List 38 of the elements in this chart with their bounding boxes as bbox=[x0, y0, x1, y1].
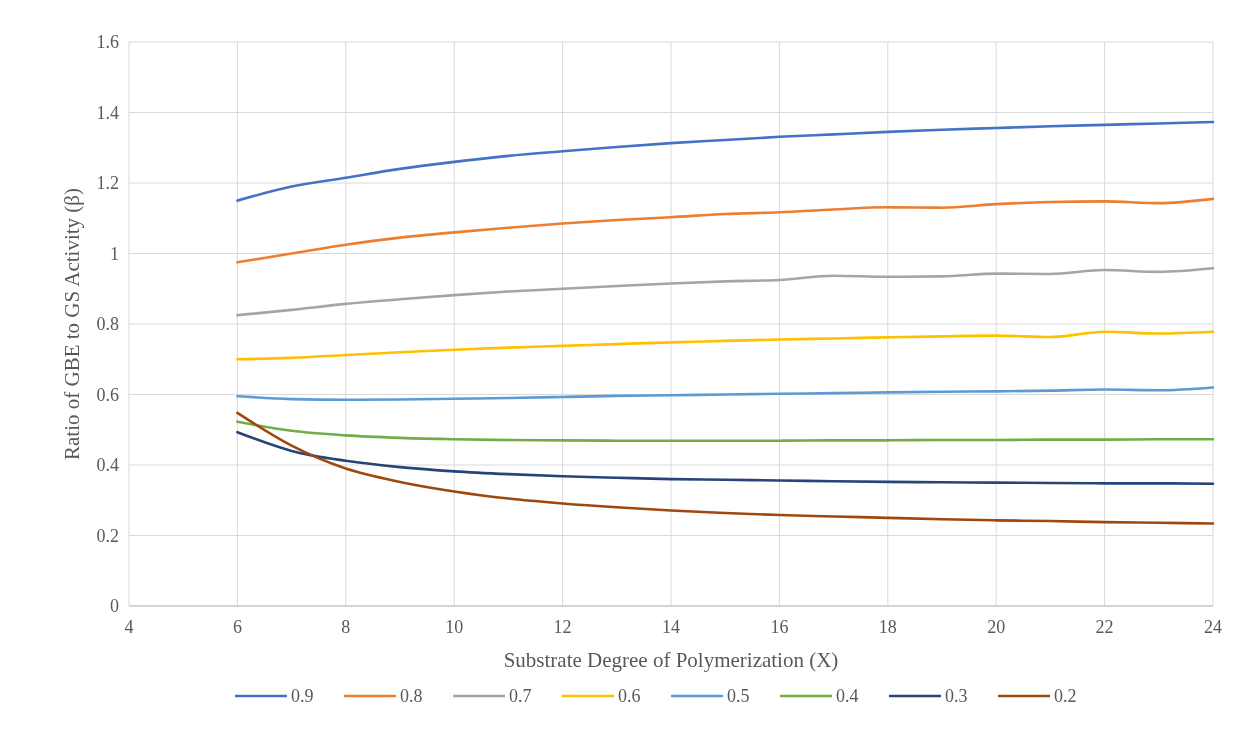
legend-label: 0.6 bbox=[618, 686, 641, 707]
legend-label: 0.7 bbox=[509, 686, 532, 707]
line-series bbox=[236, 267, 1215, 317]
y-tick-label: 0 bbox=[110, 596, 119, 617]
y-tick-label: 1.4 bbox=[96, 102, 119, 123]
legend-label: 0.3 bbox=[945, 686, 968, 707]
x-tick-label: 12 bbox=[553, 617, 572, 637]
y-tick-label: 0.4 bbox=[96, 455, 119, 476]
y-axis-title: Ratio of GBE to GS Activity (β) bbox=[60, 187, 84, 461]
x-tick-label: 10 bbox=[445, 617, 464, 637]
x-tick-label: 6 bbox=[232, 617, 242, 637]
y-tick-label: 1.2 bbox=[96, 173, 119, 194]
x-tick-label: 24 bbox=[1204, 617, 1222, 637]
x-tick-label: 22 bbox=[1095, 617, 1114, 637]
y-tick-label: 1 bbox=[110, 243, 119, 264]
x-axis-title: Substrate Degree of Polymerization (X) bbox=[503, 648, 839, 672]
x-tick-label: 8 bbox=[341, 617, 351, 637]
legend-label: 0.8 bbox=[400, 686, 423, 707]
line-series bbox=[236, 411, 1215, 525]
line-series bbox=[236, 386, 1215, 402]
line-series bbox=[236, 430, 1215, 485]
y-tick-label: 0.8 bbox=[96, 314, 119, 335]
x-tick-label: 18 bbox=[878, 617, 897, 637]
legend-label: 0.2 bbox=[1054, 686, 1077, 707]
legend-label: 0.4 bbox=[836, 686, 859, 707]
line-series bbox=[236, 420, 1215, 442]
line-series bbox=[236, 197, 1215, 264]
x-tick-label: 14 bbox=[662, 617, 680, 637]
x-tick-label: 4 bbox=[124, 617, 134, 637]
legend-label: 0.9 bbox=[291, 686, 314, 707]
line-series bbox=[236, 330, 1215, 361]
legend-label: 0.5 bbox=[727, 686, 750, 707]
y-tick-label: 1.6 bbox=[96, 32, 119, 53]
y-tick-label: 0.6 bbox=[96, 384, 119, 405]
x-tick-label: 20 bbox=[987, 617, 1006, 637]
line-series bbox=[236, 120, 1215, 202]
x-tick-label: 16 bbox=[770, 617, 789, 637]
y-tick-label: 0.2 bbox=[96, 525, 119, 546]
